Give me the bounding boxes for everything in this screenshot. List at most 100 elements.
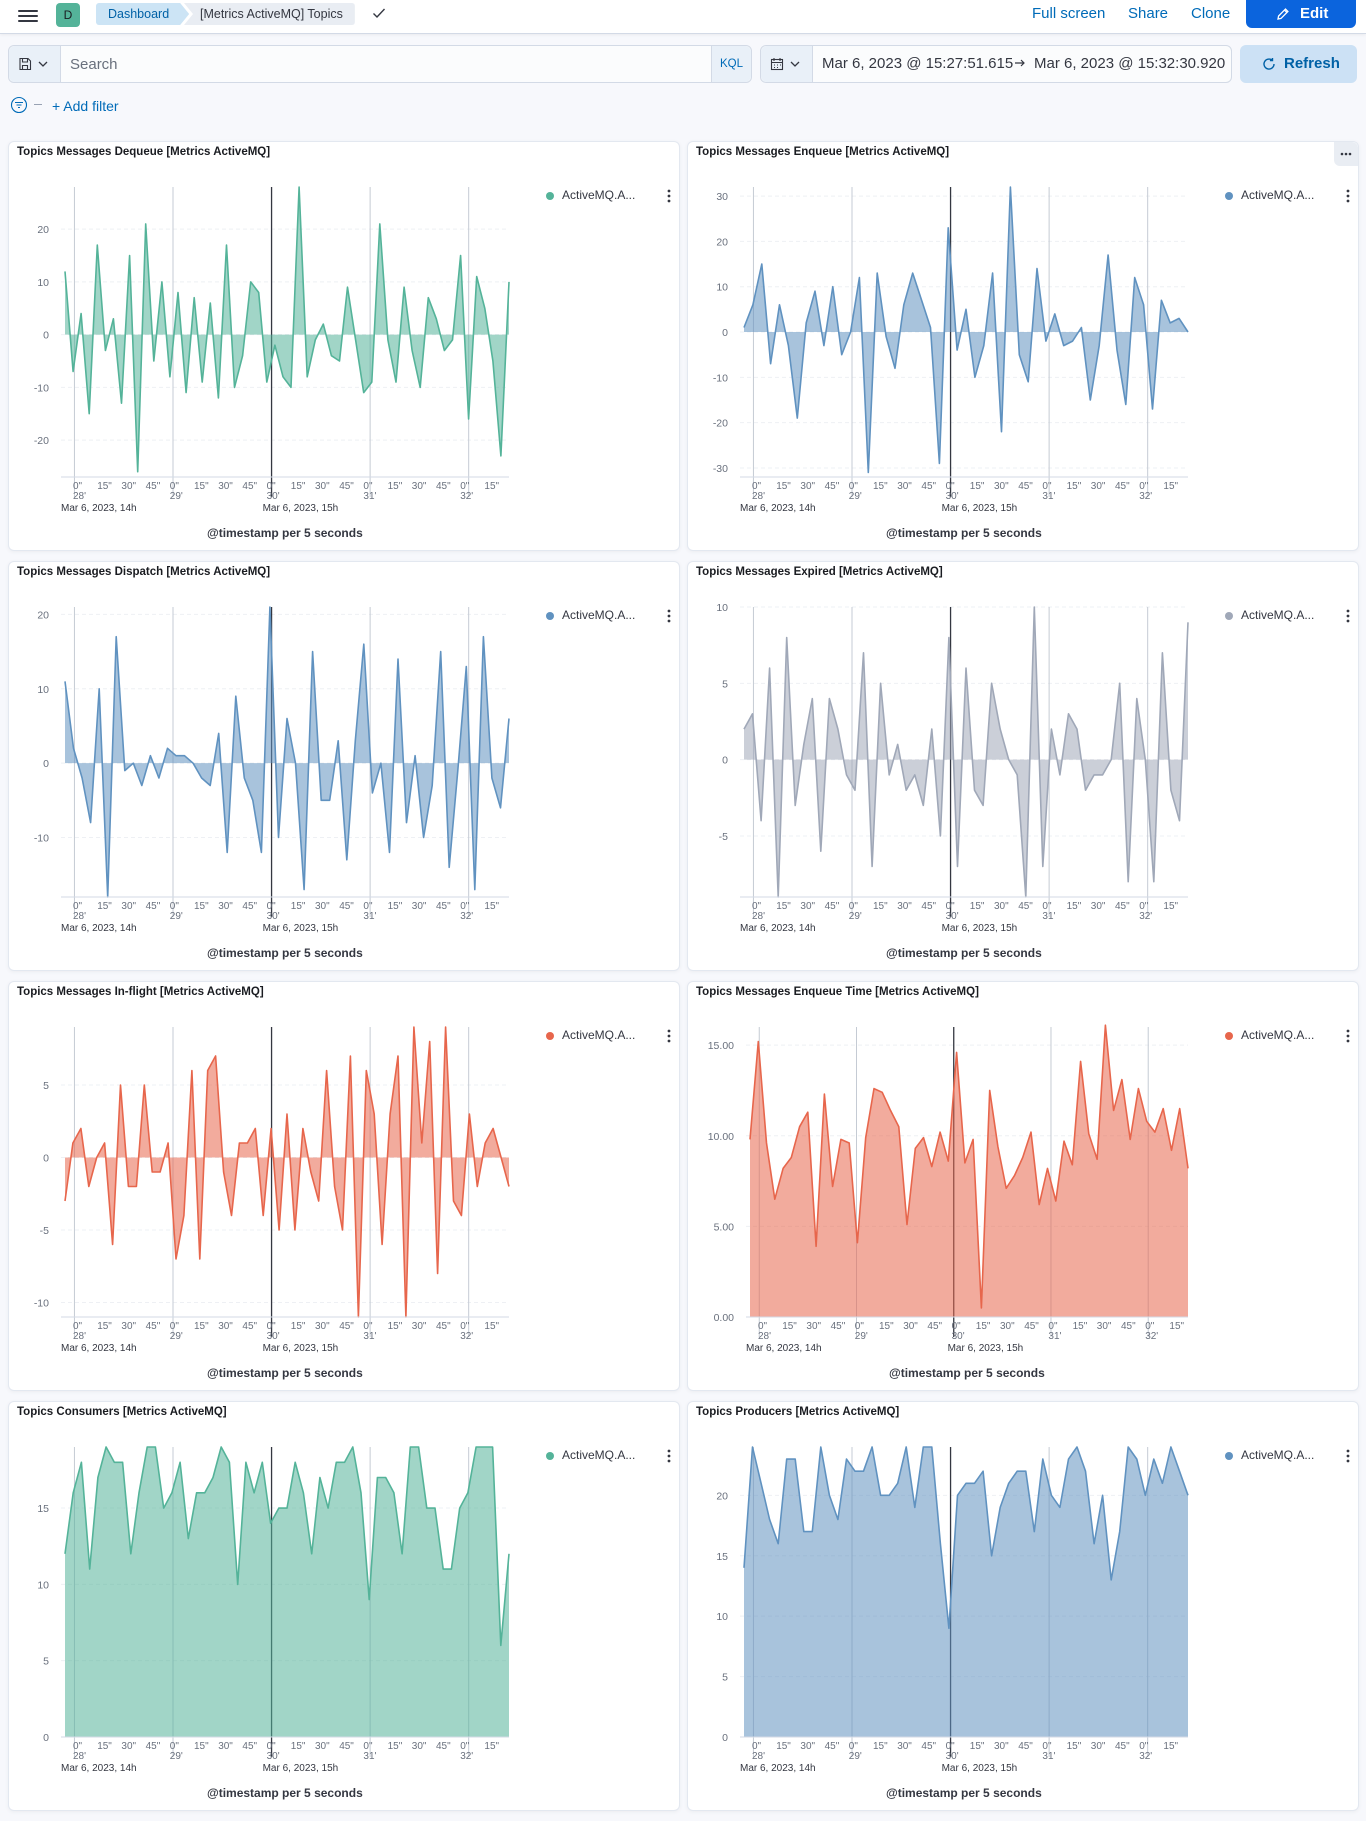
x-tick-label: 0" xyxy=(363,481,373,492)
top-header: D Dashboard [Metrics ActiveMQ] Topics Fu… xyxy=(0,0,1366,34)
legend-label: ActiveMQ.A... xyxy=(562,608,636,622)
legend-menu-button[interactable] xyxy=(1343,608,1353,624)
divider xyxy=(34,104,42,105)
x-tick-label: 15" xyxy=(484,1741,499,1752)
x-tick-label: 30" xyxy=(1091,901,1106,912)
menu-icon[interactable] xyxy=(18,7,38,27)
share-button[interactable]: Share xyxy=(1128,5,1169,22)
full-screen-button[interactable]: Full screen xyxy=(1032,5,1106,22)
visualization-panel: Topics Messages Expired [Metrics ActiveM… xyxy=(687,561,1359,971)
breadcrumb-current: [Metrics ActiveMQ] Topics xyxy=(184,3,355,25)
legend-item[interactable]: ActiveMQ.A... xyxy=(1225,188,1355,206)
refresh-button[interactable]: Refresh xyxy=(1240,45,1357,83)
legend-menu-button[interactable] xyxy=(664,188,674,204)
panel-title: Topics Messages Expired [Metrics ActiveM… xyxy=(696,566,943,578)
series-line xyxy=(743,606,1189,898)
clone-button[interactable]: Clone xyxy=(1191,5,1231,22)
x-tick-label: 15" xyxy=(291,481,306,492)
quick-menu-button[interactable] xyxy=(761,46,813,82)
breadcrumb-dashboard[interactable]: Dashboard xyxy=(96,3,189,25)
legend-menu-button[interactable] xyxy=(1343,1448,1353,1464)
x-tick-label: 15" xyxy=(873,481,888,492)
saved-query-button[interactable] xyxy=(9,46,61,82)
x-tick-label: 15" xyxy=(97,901,112,912)
check-icon[interactable] xyxy=(372,6,386,20)
y-tick-label: -5 xyxy=(40,1225,49,1237)
x-minute-label: 32' xyxy=(460,1751,473,1762)
space-avatar[interactable]: D xyxy=(56,3,80,27)
legend-item[interactable]: ActiveMQ.A... xyxy=(1225,608,1355,626)
x-tick-label: 45" xyxy=(436,1321,451,1332)
x-tick-label: 30" xyxy=(121,1321,136,1332)
x-tick-label: 15" xyxy=(970,481,985,492)
x-tick-label: 45" xyxy=(242,1741,257,1752)
time-end[interactable]: Mar 6, 2023 @ 15:32:30.920 xyxy=(1034,55,1226,72)
series-line xyxy=(64,1026,510,1318)
x-tick-label: 15" xyxy=(1163,901,1178,912)
x-tick-label: 30" xyxy=(800,1741,815,1752)
x-tick-label: 45" xyxy=(146,481,161,492)
legend-menu-button[interactable] xyxy=(1343,188,1353,204)
x-minute-label: 28' xyxy=(758,1331,771,1342)
x-hour-label: Mar 6, 2023, 14h xyxy=(746,1343,822,1354)
x-minute-label: 32' xyxy=(1139,911,1152,922)
series-area xyxy=(744,607,1188,897)
series-line xyxy=(64,606,510,898)
search-input[interactable] xyxy=(62,46,720,82)
kql-language-button[interactable]: KQL xyxy=(711,46,751,82)
legend-item[interactable]: ActiveMQ.A... xyxy=(546,1448,676,1466)
x-tick-label: 0" xyxy=(73,481,83,492)
legend-item[interactable]: ActiveMQ.A... xyxy=(546,608,676,626)
y-tick-label: 30 xyxy=(716,191,728,203)
legend-item[interactable]: ActiveMQ.A... xyxy=(546,188,676,206)
x-minute-label: 29' xyxy=(849,911,862,922)
x-tick-label: 15" xyxy=(1067,1741,1082,1752)
x-tick-label: 30" xyxy=(800,481,815,492)
x-minute-label: 29' xyxy=(849,491,862,502)
area-chart: 20 10 0 -10 0" 15" 30" 45" 0" 15" 30" 45" 0" 15" 30" 45… xyxy=(34,606,510,934)
x-tick-label: 15" xyxy=(1169,1321,1184,1332)
legend-menu-button[interactable] xyxy=(1343,1028,1353,1044)
add-filter-button[interactable]: + Add filter xyxy=(52,98,119,114)
x-axis-title: @timestamp per 5 seconds xyxy=(207,1786,363,1800)
x-minute-label: 31' xyxy=(1042,1751,1055,1762)
x-tick-label: 0" xyxy=(849,481,859,492)
x-tick-label: 0" xyxy=(752,481,762,492)
area-chart: 20 10 0 -10 -20 0" 15" 30" 45" 0" 15" 30" 45" 0" 15" 30… xyxy=(34,186,510,514)
dots-vertical-icon xyxy=(667,1029,671,1043)
filter-icon[interactable] xyxy=(10,96,28,114)
x-hour-label: Mar 6, 2023, 14h xyxy=(61,923,137,934)
x-tick-label: 0" xyxy=(1042,901,1052,912)
x-tick-label: 0" xyxy=(1139,481,1149,492)
x-minute-label: 29' xyxy=(170,1331,183,1342)
refresh-label: Refresh xyxy=(1284,55,1340,72)
panel-options-button[interactable] xyxy=(1334,142,1358,166)
series-line xyxy=(64,1446,510,1647)
x-tick-label: 30" xyxy=(412,901,427,912)
edit-button[interactable]: Edit xyxy=(1246,0,1356,28)
dots-vertical-icon xyxy=(667,1449,671,1463)
legend-item[interactable]: ActiveMQ.A... xyxy=(546,1028,676,1046)
x-tick-label: 45" xyxy=(1018,1741,1033,1752)
legend-menu-button[interactable] xyxy=(664,608,674,624)
x-tick-label: 0" xyxy=(849,901,859,912)
y-tick-label: 15 xyxy=(716,1551,728,1563)
x-hour-label: Mar 6, 2023, 15h xyxy=(263,503,339,514)
x-hour-label: Mar 6, 2023, 14h xyxy=(740,503,816,514)
legend-menu-button[interactable] xyxy=(664,1028,674,1044)
x-axis-title: @timestamp per 5 seconds xyxy=(207,946,363,960)
x-minute-label: 32' xyxy=(460,911,473,922)
legend-item[interactable]: ActiveMQ.A... xyxy=(1225,1028,1355,1046)
x-tick-label: 0" xyxy=(170,901,180,912)
y-tick-label: 5 xyxy=(722,678,728,690)
x-tick-label: 15" xyxy=(97,1321,112,1332)
legend-item[interactable]: ActiveMQ.A... xyxy=(1225,1448,1355,1466)
time-start[interactable]: Mar 6, 2023 @ 15:27:51.615 xyxy=(822,55,1014,72)
legend-label: ActiveMQ.A... xyxy=(1241,608,1315,622)
y-tick-label: 10 xyxy=(37,1579,49,1591)
legend-menu-button[interactable] xyxy=(664,1448,674,1464)
x-minute-label: 29' xyxy=(170,911,183,922)
x-axis-title: @timestamp per 5 seconds xyxy=(207,526,363,540)
series-area xyxy=(65,1447,509,1737)
dots-vertical-icon xyxy=(1346,1029,1350,1043)
